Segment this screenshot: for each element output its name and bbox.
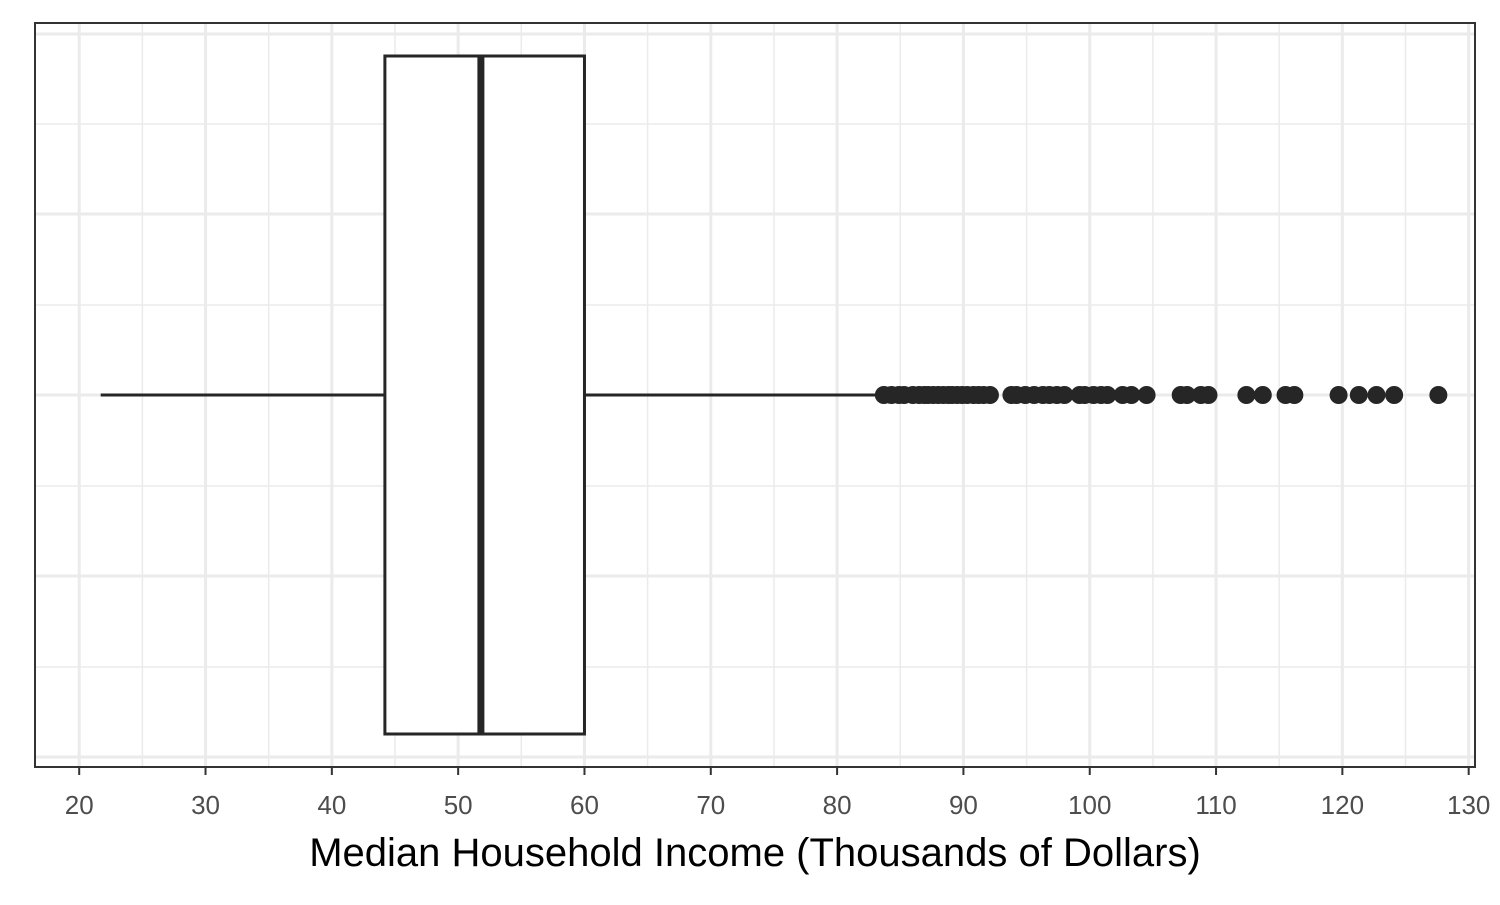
outlier-point (1122, 386, 1141, 404)
outlier-points (874, 386, 1448, 404)
box-plot (100, 54, 883, 736)
x-axis: 20 30 40 50 60 70 80 90 100 110 120 130 (65, 767, 1490, 820)
outlier-point (1199, 386, 1218, 404)
x-tick-label: 110 (1195, 790, 1236, 820)
x-tick-label: 30 (191, 790, 220, 820)
x-tick-label: 60 (570, 790, 599, 820)
outlier-point (1253, 386, 1272, 404)
outlier-point (1329, 386, 1348, 404)
x-tick-label: 20 (65, 790, 94, 820)
outlier-point (1285, 386, 1304, 404)
outlier-point (980, 386, 999, 404)
outlier-point (1055, 386, 1074, 404)
panel-border (34, 22, 1476, 768)
outlier-point (1137, 386, 1156, 404)
x-tick-label: 50 (444, 790, 473, 820)
x-tick-label: 80 (823, 790, 852, 820)
outlier-point (1098, 386, 1117, 404)
x-tick-label: 90 (949, 790, 978, 820)
outlier-point (1349, 386, 1368, 404)
iqr-box (383, 54, 586, 736)
x-tick-label: 100 (1068, 790, 1111, 820)
x-axis-title: Median Household Income (Thousands of Do… (309, 831, 1201, 875)
outlier-point (1178, 386, 1196, 404)
outlier-point (1237, 386, 1256, 404)
outlier-point (1429, 386, 1448, 404)
x-tick-label: 130 (1447, 790, 1490, 820)
x-tick-label: 40 (317, 790, 346, 820)
x-tick-label: 120 (1321, 790, 1364, 820)
x-tick-label: 70 (696, 790, 725, 820)
outlier-point (1367, 386, 1386, 404)
outlier-point (1385, 386, 1404, 404)
